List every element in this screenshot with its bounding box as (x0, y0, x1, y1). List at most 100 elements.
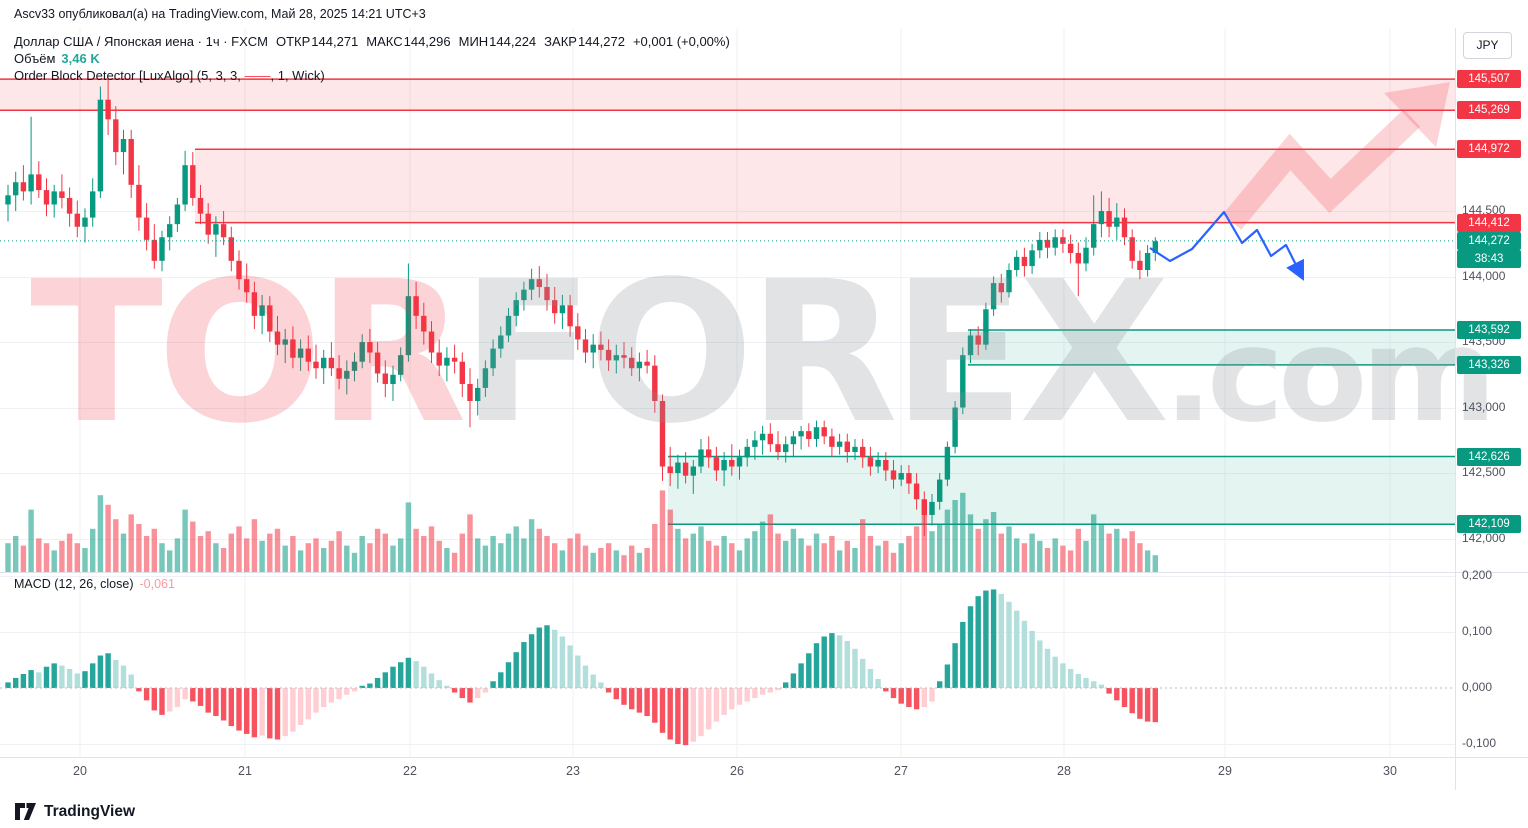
volume-bar (1014, 538, 1020, 572)
candle-body (213, 224, 219, 235)
volume-bar (1137, 543, 1143, 572)
macd-tick-label: 0,200 (1462, 568, 1493, 582)
price-axis[interactable]: 144,500 144,000 143,500 143,000 142,500 142,0… (1455, 0, 1528, 828)
macd-bar (913, 688, 920, 710)
macd-bar (736, 688, 743, 705)
volume-bar (367, 543, 373, 572)
candle-body (613, 355, 619, 361)
macd-bar (667, 688, 673, 740)
volume-bar (428, 526, 435, 572)
macd-bar (174, 688, 181, 708)
volume-bar (313, 538, 319, 572)
volume-bar (698, 526, 704, 572)
volume-bar (390, 545, 396, 572)
projection-arrow (1149, 210, 1304, 281)
candle-body (744, 446, 750, 458)
macd-bar (960, 621, 966, 688)
tradingview-logo[interactable]: TradingView (14, 802, 135, 821)
ohlc-open: ОТКР144,271 (275, 34, 359, 49)
candle-body (1144, 252, 1151, 270)
volume-bar (1037, 540, 1043, 572)
candle-body (629, 357, 635, 369)
macd-bar (167, 688, 173, 712)
candle-body (59, 191, 65, 198)
macd-bar (890, 688, 897, 699)
volume-bar (752, 531, 758, 572)
macd-bar (536, 627, 542, 688)
volume-bar (74, 543, 80, 572)
currency-button[interactable]: JPY (1463, 32, 1512, 59)
volume-bar (652, 524, 658, 572)
volume-bar (167, 550, 173, 572)
macd-bar (467, 688, 473, 703)
volume-bar (43, 543, 50, 572)
macd-bar (151, 688, 157, 711)
tradingview-logo-icon (15, 803, 36, 820)
macd-bar (883, 688, 889, 692)
volume-bar (636, 552, 643, 572)
candle-body (1014, 256, 1020, 270)
macd-bar (136, 688, 142, 692)
time-axis[interactable]: 20 21 22 23 26 27 28 29 30 (0, 757, 1455, 790)
indicator-line-swatch: —— (244, 68, 271, 83)
volume-legend-row: Объём 3,46 K (14, 50, 730, 67)
volume-bar (197, 536, 204, 572)
macd-bar (528, 634, 535, 688)
volume-bar (829, 536, 835, 572)
candle-body (313, 361, 319, 369)
macd-bar (721, 688, 727, 715)
candle-body (1006, 269, 1012, 293)
macd-bar (1037, 640, 1043, 688)
volume-bar (1052, 538, 1058, 572)
volume-bar (667, 509, 673, 572)
volume-bar (629, 545, 635, 572)
candle-body (983, 309, 989, 345)
volume-bar (1152, 555, 1158, 572)
macd-bar (1106, 688, 1112, 694)
volume-bar (598, 548, 604, 572)
macd-bar (783, 682, 789, 688)
macd-bar (182, 688, 188, 700)
candle-body (20, 182, 27, 192)
candle-body (913, 483, 920, 500)
order-block-price-tag: 144,972 (1457, 140, 1521, 159)
macd-bar (143, 688, 150, 701)
macd-bar (821, 636, 827, 688)
volume-bar (159, 543, 165, 572)
macd-bar (652, 688, 658, 723)
price-tick-label: 142,500 (1462, 465, 1506, 480)
volume-bar (883, 540, 889, 572)
macd-bar (382, 672, 388, 688)
candle-body (97, 99, 104, 192)
volume-bar (398, 538, 404, 572)
macd-bar (582, 665, 589, 688)
macd-value: -0,061 (139, 577, 175, 591)
macd-bar (952, 643, 958, 688)
candle-body (28, 174, 34, 192)
macd-bar (274, 688, 281, 740)
candle-body (475, 387, 481, 401)
price-tick-label: 144,000 (1462, 268, 1506, 283)
macd-bar (459, 688, 465, 699)
volume-bar (1006, 526, 1012, 572)
candle-body (844, 441, 850, 453)
countdown-tag: 38:43 (1457, 249, 1521, 268)
candle-body (937, 479, 943, 502)
macd-bar (336, 688, 342, 700)
macd-bar (990, 589, 997, 688)
time-tick-label: 29 (1218, 764, 1232, 778)
candle-body (759, 433, 766, 441)
candle-body (236, 260, 242, 280)
candle-body (967, 335, 974, 356)
watermark-text: TORFOREX.com (30, 239, 1491, 466)
macd-bar (775, 688, 781, 691)
macd-bar (967, 606, 974, 688)
volume-bar (1114, 528, 1120, 572)
volume-bar (759, 521, 766, 572)
candle-body (860, 446, 866, 458)
volume-bar (798, 538, 804, 572)
candle-body (113, 119, 119, 153)
volume-bar (1121, 538, 1128, 572)
macd-bar (1060, 663, 1066, 688)
